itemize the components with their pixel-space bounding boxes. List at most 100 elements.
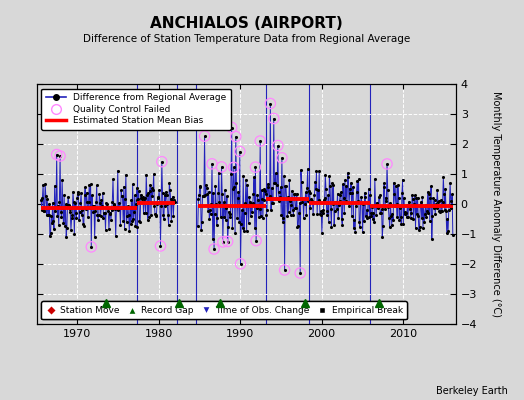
Point: [408, 192, 417, 198]
Point: [207, 201, 215, 207]
Point: [276, 184, 285, 190]
Point: [100, 209, 108, 216]
Point: [54, 222, 63, 228]
Point: [350, 216, 358, 223]
Point: [159, 212, 167, 218]
Point: [94, 212, 103, 218]
Point: [278, 154, 286, 161]
Point: [375, 192, 384, 198]
Point: [231, 230, 239, 236]
Point: [236, 148, 244, 155]
Point: [268, 199, 277, 206]
Point: [350, 225, 358, 231]
Point: [57, 214, 66, 220]
Point: [79, 221, 88, 227]
Point: [256, 138, 265, 144]
Point: [300, 196, 309, 202]
Point: [68, 215, 76, 222]
Point: [390, 180, 398, 186]
Point: [360, 218, 368, 224]
Point: [41, 193, 50, 199]
Point: [337, 216, 346, 222]
Point: [210, 246, 219, 252]
Point: [423, 189, 432, 195]
Point: [225, 211, 234, 217]
Point: [96, 200, 104, 206]
Point: [162, 192, 171, 199]
Point: [305, 189, 314, 196]
Point: [129, 216, 137, 222]
Point: [354, 176, 363, 182]
Point: [197, 227, 205, 234]
Point: [45, 211, 53, 218]
Point: [441, 207, 449, 213]
Point: [405, 199, 413, 205]
Point: [299, 196, 307, 202]
Point: [322, 186, 330, 192]
Point: [114, 207, 123, 214]
Point: [392, 201, 401, 208]
Point: [250, 174, 258, 180]
Point: [342, 198, 350, 204]
Point: [161, 203, 169, 209]
Point: [170, 197, 178, 203]
Point: [395, 216, 403, 223]
Point: [290, 191, 298, 197]
Point: [354, 198, 362, 205]
Point: [112, 233, 120, 240]
Point: [148, 193, 157, 200]
Point: [361, 194, 369, 200]
Point: [130, 209, 138, 216]
Point: [48, 220, 56, 226]
Point: [204, 189, 213, 195]
Point: [287, 202, 296, 208]
Point: [241, 200, 249, 206]
Point: [303, 185, 311, 192]
Point: [136, 219, 144, 226]
Point: [74, 190, 83, 197]
Point: [216, 202, 224, 208]
Point: [116, 205, 124, 211]
Point: [441, 186, 450, 192]
Point: [255, 206, 264, 212]
Point: [388, 211, 397, 218]
Point: [124, 203, 132, 209]
Point: [58, 177, 67, 183]
Point: [301, 201, 309, 208]
Point: [416, 202, 424, 208]
Point: [206, 206, 214, 213]
Point: [243, 228, 251, 234]
Point: [202, 182, 210, 188]
Point: [402, 210, 410, 217]
Point: [249, 190, 258, 197]
Point: [277, 211, 286, 218]
Point: [341, 177, 349, 183]
Point: [88, 192, 96, 198]
Point: [52, 151, 61, 158]
Point: [141, 210, 150, 216]
Point: [215, 198, 224, 205]
Point: [294, 210, 303, 216]
Point: [119, 218, 127, 224]
Point: [154, 194, 162, 200]
Point: [298, 179, 306, 185]
Point: [117, 193, 126, 200]
Point: [287, 212, 295, 218]
Point: [328, 180, 336, 186]
Point: [338, 221, 346, 228]
Point: [335, 201, 343, 208]
Point: [51, 208, 60, 214]
Point: [409, 216, 418, 222]
Point: [311, 178, 319, 185]
Point: [333, 206, 341, 212]
Point: [368, 216, 377, 223]
Point: [137, 195, 146, 201]
Point: [227, 124, 236, 131]
Point: [227, 170, 235, 177]
Point: [400, 195, 408, 201]
Point: [281, 183, 289, 190]
Point: [400, 211, 409, 218]
Point: [402, 214, 411, 220]
Point: [273, 182, 281, 188]
Point: [125, 228, 134, 234]
